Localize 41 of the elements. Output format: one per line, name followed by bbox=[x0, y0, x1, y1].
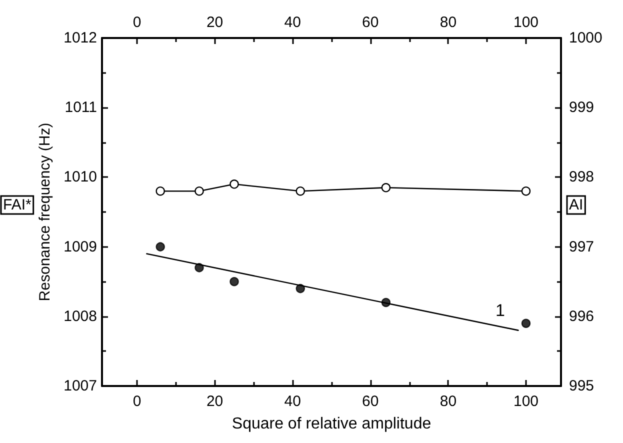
y2-tick-label: 997 bbox=[569, 238, 594, 256]
y-tick-label: 1009 bbox=[64, 238, 97, 256]
y-tick-label: 1010 bbox=[64, 168, 97, 186]
x-tick-label: 0 bbox=[132, 393, 142, 410]
x2-tick-label: 100 bbox=[513, 14, 539, 31]
point bbox=[521, 186, 531, 196]
x2-tick-label: 60 bbox=[362, 14, 379, 31]
y-tick-label: 1012 bbox=[64, 30, 97, 46]
point bbox=[296, 186, 305, 196]
point bbox=[521, 318, 531, 328]
text: FAI* bbox=[3, 196, 32, 214]
x-tick-label: 100 bbox=[513, 393, 539, 410]
y-tick-label: 1007 bbox=[64, 378, 97, 394]
point bbox=[194, 186, 204, 196]
x2-tick-label: 80 bbox=[440, 14, 457, 31]
point bbox=[194, 263, 204, 272]
x2-tick-label: 40 bbox=[284, 14, 301, 31]
point bbox=[381, 298, 391, 308]
text: AI bbox=[569, 196, 584, 214]
y-axis-title: Resonance frequency (Hz) bbox=[36, 122, 54, 302]
x-tick-label: 80 bbox=[440, 393, 457, 410]
x2-tick-label: 20 bbox=[206, 14, 224, 31]
point bbox=[156, 242, 165, 252]
y-tick-label: 1011 bbox=[64, 99, 97, 116]
annotation: 1 bbox=[495, 300, 505, 320]
y2-tick-label: 999 bbox=[569, 99, 594, 116]
x-tick-label: 40 bbox=[284, 393, 301, 410]
x2-tick-label: 0 bbox=[132, 14, 142, 31]
point bbox=[230, 277, 239, 286]
point bbox=[381, 183, 391, 192]
x-tick-label: 60 bbox=[362, 393, 379, 410]
y2-tick-label: 995 bbox=[569, 378, 594, 394]
point bbox=[156, 186, 165, 196]
point bbox=[296, 284, 305, 294]
y2-tick-label: 1000 bbox=[569, 30, 602, 46]
x-tick-label: 20 bbox=[206, 393, 224, 410]
y-tick-label: 1008 bbox=[64, 308, 97, 325]
x-axis-title: Square of relative amplitude bbox=[232, 416, 432, 432]
y2-tick-label: 998 bbox=[569, 168, 594, 186]
y2-tick-label: 996 bbox=[569, 308, 594, 325]
point bbox=[230, 180, 239, 189]
